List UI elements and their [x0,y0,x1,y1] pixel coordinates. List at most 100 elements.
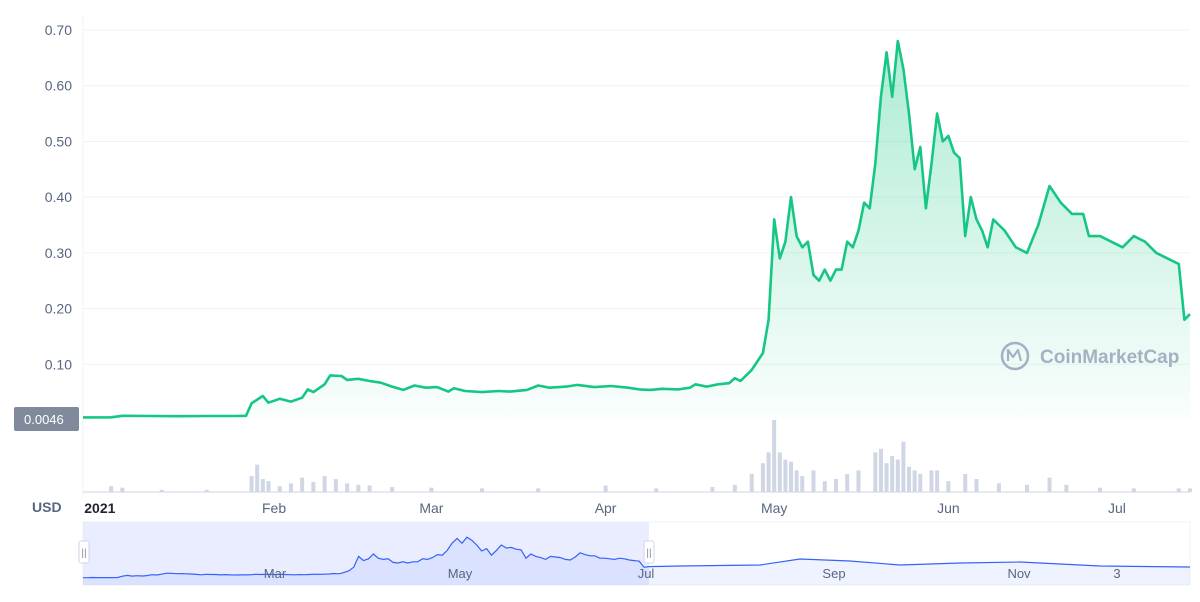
x-tick-label: Jul [1108,500,1126,516]
volume-bar [996,483,1001,492]
volume-bar [1131,488,1136,492]
y-tick-label: 0.10 [45,356,72,372]
volume-bar [390,486,395,492]
volume-bar [845,474,850,492]
volume-bar [710,486,715,492]
navigator-tick-label: Mar [264,566,287,581]
volume-bar [1188,488,1192,492]
volume-bar [367,485,372,492]
volume-bar [895,459,900,492]
x-axis: 2021 Feb Mar Apr May Jun Jul [84,500,1126,516]
volume-bar [204,489,209,492]
current-price-value: 0.0046 [24,412,64,427]
volume-bar [772,420,777,492]
volume-bar [822,481,827,492]
navigator-tick-label: Nov [1007,566,1031,581]
volume-bar [322,476,327,492]
volume-bar [946,481,951,492]
volume-bar [333,479,338,492]
volume-bar [766,452,771,492]
x-tick-label: Jun [937,500,960,516]
volume-bar [794,470,799,492]
coinmarketcap-logo-icon [1000,341,1030,371]
y-axis: 0.10 0.20 0.30 0.40 0.50 0.60 0.70 [45,22,72,372]
navigator-right-handle[interactable]: || [643,540,655,564]
volume-bars [83,420,1192,493]
x-tick-label: Apr [595,500,617,516]
volume-bar [1098,487,1103,492]
x-tick-label: Mar [419,500,443,516]
price-area [83,41,1190,420]
x-tick-label: May [761,500,787,516]
volume-bar [878,448,883,492]
volume-bar [974,479,979,492]
handle-grip [78,540,90,564]
navigator-selection [83,522,649,585]
volume-bar [479,488,484,492]
y-tick-label: 0.40 [45,189,72,205]
volume-bar [789,461,794,492]
coinmarketcap-logo-mark [1006,348,1023,362]
volume-bar [109,486,114,492]
volume-bar [811,470,816,492]
volume-bar [277,486,282,492]
navigator-left-handle[interactable]: || [78,540,90,564]
volume-bar [833,479,838,492]
handle-glyph: || [646,548,651,559]
volume-bar [1025,484,1030,492]
volume-bar [760,463,765,492]
x-tick-label: Feb [262,500,286,516]
volume-bar [1176,488,1181,492]
current-price-tag-bg [14,407,79,431]
y-tick-label: 0.50 [45,133,72,149]
navigator-line [83,536,1191,579]
navigator-tick-label: May [448,566,473,581]
watermark-text: CoinMarketCap [1040,347,1179,368]
volume-bar [912,470,917,492]
volume-bar [300,477,305,492]
volume-bar [159,489,164,492]
volume-bar [873,452,878,492]
y-tick-label: 0.30 [45,245,72,261]
volume-bar [260,479,265,492]
volume-bar [356,484,361,492]
volume-bar [255,464,260,492]
volume-bar [654,488,659,492]
range-navigator[interactable]: || || Mar May Jul Sep Nov 3 [78,521,1191,586]
volume-bar [1047,477,1052,492]
volume-bar [1064,484,1069,492]
volume-bar [856,470,861,492]
volume-bar [749,474,754,492]
handle-glyph: || [81,548,86,559]
volume-bar [963,474,968,492]
volume-bar [732,484,737,492]
price-line-layer [82,39,1191,419]
volume-bar [345,483,350,492]
price-area-fill [83,41,1190,420]
volume-bar [929,470,934,492]
currency-label: USD [32,499,62,515]
volume-bar [777,452,782,492]
navigator-tick-label: Jul [638,566,655,581]
volume-bar [536,488,541,492]
handle-grip [643,540,655,564]
current-price-tag: 0.0046 [14,407,79,431]
x-tick-label: 2021 [84,500,115,516]
volume-bar [935,470,940,492]
navigator-tick-label: Sep [822,566,845,581]
volume-bar [603,485,608,492]
volume-bar [429,487,434,492]
volume-bar [288,483,293,492]
volume-bar [120,487,125,492]
volume-bar [249,476,254,492]
navigator-tick-label: 3 [1113,566,1120,581]
volume-bar [890,456,895,492]
y-tick-label: 0.70 [45,22,72,38]
watermark: CoinMarketCap [1000,341,1179,371]
y-tick-label: 0.20 [45,301,72,317]
volume-bar [907,466,912,492]
volume-bar [901,441,906,492]
y-tick-label: 0.60 [45,78,72,94]
gridlines [82,15,1190,495]
